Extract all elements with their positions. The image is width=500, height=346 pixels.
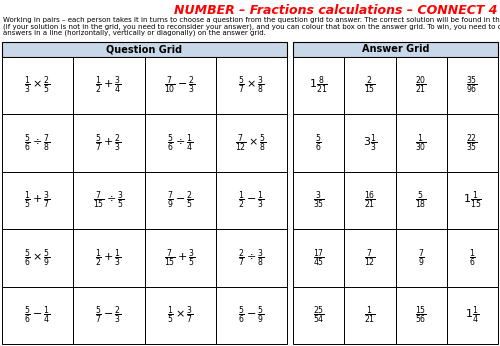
Text: $\frac{5}{7}+\frac{2}{3}$: $\frac{5}{7}+\frac{2}{3}$ [96, 133, 122, 154]
FancyBboxPatch shape [344, 286, 396, 344]
FancyBboxPatch shape [216, 229, 287, 286]
FancyBboxPatch shape [396, 172, 447, 229]
Text: $1\frac{1}{4}$: $1\frac{1}{4}$ [466, 304, 479, 326]
Text: $\frac{22}{35}$: $\frac{22}{35}$ [466, 133, 478, 154]
FancyBboxPatch shape [293, 229, 344, 286]
FancyBboxPatch shape [2, 42, 287, 57]
FancyBboxPatch shape [144, 286, 216, 344]
FancyBboxPatch shape [344, 57, 396, 115]
FancyBboxPatch shape [144, 172, 216, 229]
Text: $\frac{1}{5}\times\frac{3}{7}$: $\frac{1}{5}\times\frac{3}{7}$ [166, 304, 194, 326]
Text: $\frac{1}{2}+\frac{3}{4}$: $\frac{1}{2}+\frac{3}{4}$ [96, 75, 122, 97]
FancyBboxPatch shape [2, 229, 73, 286]
Text: $\frac{7}{15}\div\frac{3}{5}$: $\frac{7}{15}\div\frac{3}{5}$ [93, 190, 125, 211]
Text: $\frac{5}{7}\times\frac{3}{8}$: $\frac{5}{7}\times\frac{3}{8}$ [238, 75, 265, 97]
FancyBboxPatch shape [216, 286, 287, 344]
FancyBboxPatch shape [447, 115, 498, 172]
FancyBboxPatch shape [216, 172, 287, 229]
Text: $\frac{25}{54}$: $\frac{25}{54}$ [312, 304, 324, 326]
Text: $\frac{7}{10}-\frac{2}{3}$: $\frac{7}{10}-\frac{2}{3}$ [164, 75, 196, 97]
Text: $\frac{17}{45}$: $\frac{17}{45}$ [312, 247, 324, 268]
FancyBboxPatch shape [396, 57, 447, 115]
Text: $\frac{1}{3}\times\frac{2}{5}$: $\frac{1}{3}\times\frac{2}{5}$ [24, 75, 51, 97]
Text: $\frac{2}{7}\div\frac{3}{8}$: $\frac{2}{7}\div\frac{3}{8}$ [238, 247, 265, 268]
Text: $\frac{16}{21}$: $\frac{16}{21}$ [364, 190, 376, 211]
Text: $\frac{5}{6}\div\frac{1}{4}$: $\frac{5}{6}\div\frac{1}{4}$ [166, 133, 194, 154]
FancyBboxPatch shape [447, 57, 498, 115]
Text: NUMBER – Fractions calculations – CONNECT 4: NUMBER – Fractions calculations – CONNEC… [174, 4, 497, 17]
Text: $\frac{20}{21}$: $\frac{20}{21}$ [415, 75, 427, 97]
Text: $\frac{15}{56}$: $\frac{15}{56}$ [415, 304, 427, 326]
FancyBboxPatch shape [144, 229, 216, 286]
Text: $\frac{5}{6}\times\frac{5}{9}$: $\frac{5}{6}\times\frac{5}{9}$ [24, 247, 51, 268]
FancyBboxPatch shape [293, 57, 344, 115]
FancyBboxPatch shape [396, 115, 447, 172]
FancyBboxPatch shape [144, 115, 216, 172]
Text: answers in a line (horizontally, vertically or diagonally) on the answer grid.: answers in a line (horizontally, vertica… [3, 30, 266, 36]
Text: $\frac{1}{6}$: $\frac{1}{6}$ [469, 247, 476, 268]
FancyBboxPatch shape [216, 57, 287, 115]
Text: Answer Grid: Answer Grid [362, 45, 429, 55]
FancyBboxPatch shape [2, 286, 73, 344]
FancyBboxPatch shape [73, 57, 144, 115]
Text: $\frac{7}{9}$: $\frac{7}{9}$ [418, 247, 424, 268]
FancyBboxPatch shape [2, 57, 73, 115]
Text: $\frac{1}{2}+\frac{1}{3}$: $\frac{1}{2}+\frac{1}{3}$ [96, 247, 122, 268]
Text: $\frac{7}{12}\times\frac{5}{8}$: $\frac{7}{12}\times\frac{5}{8}$ [236, 133, 268, 154]
Text: $\frac{5}{6}-\frac{1}{4}$: $\frac{5}{6}-\frac{1}{4}$ [24, 304, 51, 326]
FancyBboxPatch shape [344, 172, 396, 229]
Text: $\frac{1}{21}$: $\frac{1}{21}$ [364, 304, 376, 326]
Text: $\frac{1}{30}$: $\frac{1}{30}$ [415, 133, 427, 154]
FancyBboxPatch shape [293, 286, 344, 344]
Text: $\frac{7}{15}+\frac{3}{5}$: $\frac{7}{15}+\frac{3}{5}$ [164, 247, 196, 268]
FancyBboxPatch shape [216, 115, 287, 172]
Text: $\frac{5}{7}-\frac{2}{3}$: $\frac{5}{7}-\frac{2}{3}$ [96, 304, 122, 326]
FancyBboxPatch shape [447, 172, 498, 229]
Text: $\frac{7}{9}-\frac{2}{5}$: $\frac{7}{9}-\frac{2}{5}$ [166, 190, 194, 211]
Text: $3\frac{1}{3}$: $3\frac{1}{3}$ [363, 133, 377, 154]
Text: $\frac{5}{6}-\frac{5}{9}$: $\frac{5}{6}-\frac{5}{9}$ [238, 304, 265, 326]
Text: $\frac{2}{15}$: $\frac{2}{15}$ [364, 75, 376, 97]
FancyBboxPatch shape [73, 229, 144, 286]
FancyBboxPatch shape [73, 286, 144, 344]
Text: Question Grid: Question Grid [106, 45, 182, 55]
Text: $\frac{35}{96}$: $\frac{35}{96}$ [466, 75, 478, 97]
Text: Working in pairs – each person takes it in turns to choose a question from the q: Working in pairs – each person takes it … [3, 17, 500, 23]
FancyBboxPatch shape [293, 172, 344, 229]
FancyBboxPatch shape [447, 229, 498, 286]
Text: $\frac{1}{5}+\frac{3}{7}$: $\frac{1}{5}+\frac{3}{7}$ [24, 190, 51, 211]
FancyBboxPatch shape [293, 115, 344, 172]
Text: $\frac{7}{12}$: $\frac{7}{12}$ [364, 247, 376, 268]
FancyBboxPatch shape [73, 115, 144, 172]
FancyBboxPatch shape [144, 57, 216, 115]
FancyBboxPatch shape [2, 172, 73, 229]
Text: $1\frac{8}{21}$: $1\frac{8}{21}$ [309, 75, 328, 97]
Text: $\frac{5}{18}$: $\frac{5}{18}$ [415, 190, 427, 211]
FancyBboxPatch shape [293, 42, 498, 57]
FancyBboxPatch shape [73, 172, 144, 229]
Text: (if your solution is not in the grid, you need to reconsider your answer), and y: (if your solution is not in the grid, yo… [3, 24, 500, 30]
FancyBboxPatch shape [396, 229, 447, 286]
FancyBboxPatch shape [447, 286, 498, 344]
FancyBboxPatch shape [396, 286, 447, 344]
Text: $\frac{5}{6}$: $\frac{5}{6}$ [315, 133, 322, 154]
FancyBboxPatch shape [2, 115, 73, 172]
Text: $\frac{3}{35}$: $\frac{3}{35}$ [312, 190, 324, 211]
FancyBboxPatch shape [344, 115, 396, 172]
Text: $1\frac{1}{15}$: $1\frac{1}{15}$ [463, 190, 482, 211]
Text: $\frac{5}{6}\div\frac{7}{8}$: $\frac{5}{6}\div\frac{7}{8}$ [24, 133, 51, 154]
Text: $\frac{1}{2}-\frac{1}{3}$: $\frac{1}{2}-\frac{1}{3}$ [238, 190, 265, 211]
FancyBboxPatch shape [344, 229, 396, 286]
